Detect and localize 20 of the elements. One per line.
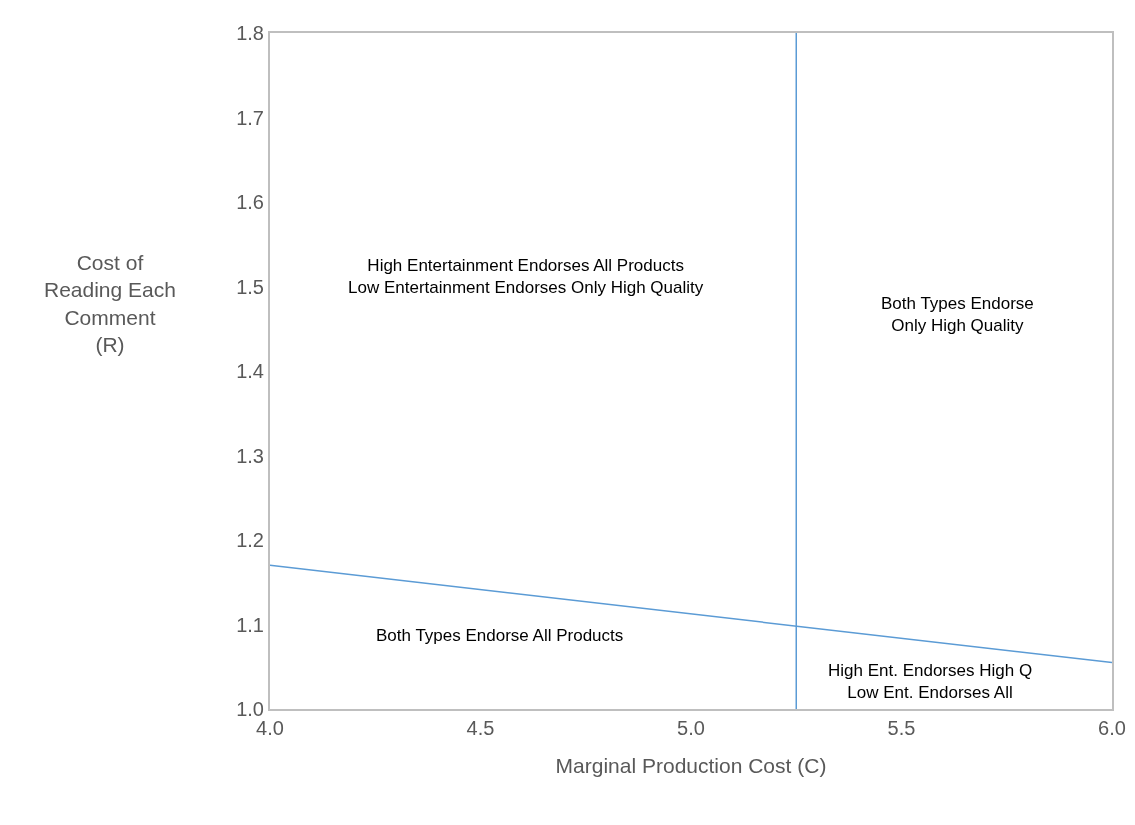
x-tick-label: 6.0 bbox=[1098, 717, 1126, 739]
annotation: Both Types Endorse Only High Quality bbox=[881, 294, 1034, 336]
y-tick-label: 1.1 bbox=[236, 613, 264, 636]
y-axis-title: Cost of Reading Each Comment (R) bbox=[44, 251, 176, 356]
x-tick-label: 5.5 bbox=[887, 717, 916, 739]
x-tick-label: 5.0 bbox=[677, 717, 705, 739]
x-tick-label: 4.0 bbox=[256, 717, 284, 739]
y-tick-label: 1.8 bbox=[236, 22, 264, 44]
x-axis-title: Marginal Production Cost (C) bbox=[555, 753, 827, 777]
y-tick-label: 1.7 bbox=[236, 106, 264, 129]
y-tick-label: 1.0 bbox=[236, 698, 264, 720]
y-tick-label: 1.6 bbox=[236, 191, 264, 213]
annotation: High Entertainment Endorses All Products Low Entertainment Endorses Only High Quality bbox=[348, 256, 704, 298]
annotation: High Ent. Endorses High Q Low Ent. Endorses All bbox=[828, 661, 1033, 703]
x-tick-label: 4.5 bbox=[466, 717, 495, 739]
annotation: Both Types Endorse All Products bbox=[376, 626, 624, 645]
y-tick-label: 1.3 bbox=[236, 444, 264, 467]
y-tick-label: 1.2 bbox=[236, 529, 264, 551]
y-tick-label: 1.4 bbox=[236, 360, 264, 382]
y-tick-label: 1.5 bbox=[236, 275, 264, 298]
